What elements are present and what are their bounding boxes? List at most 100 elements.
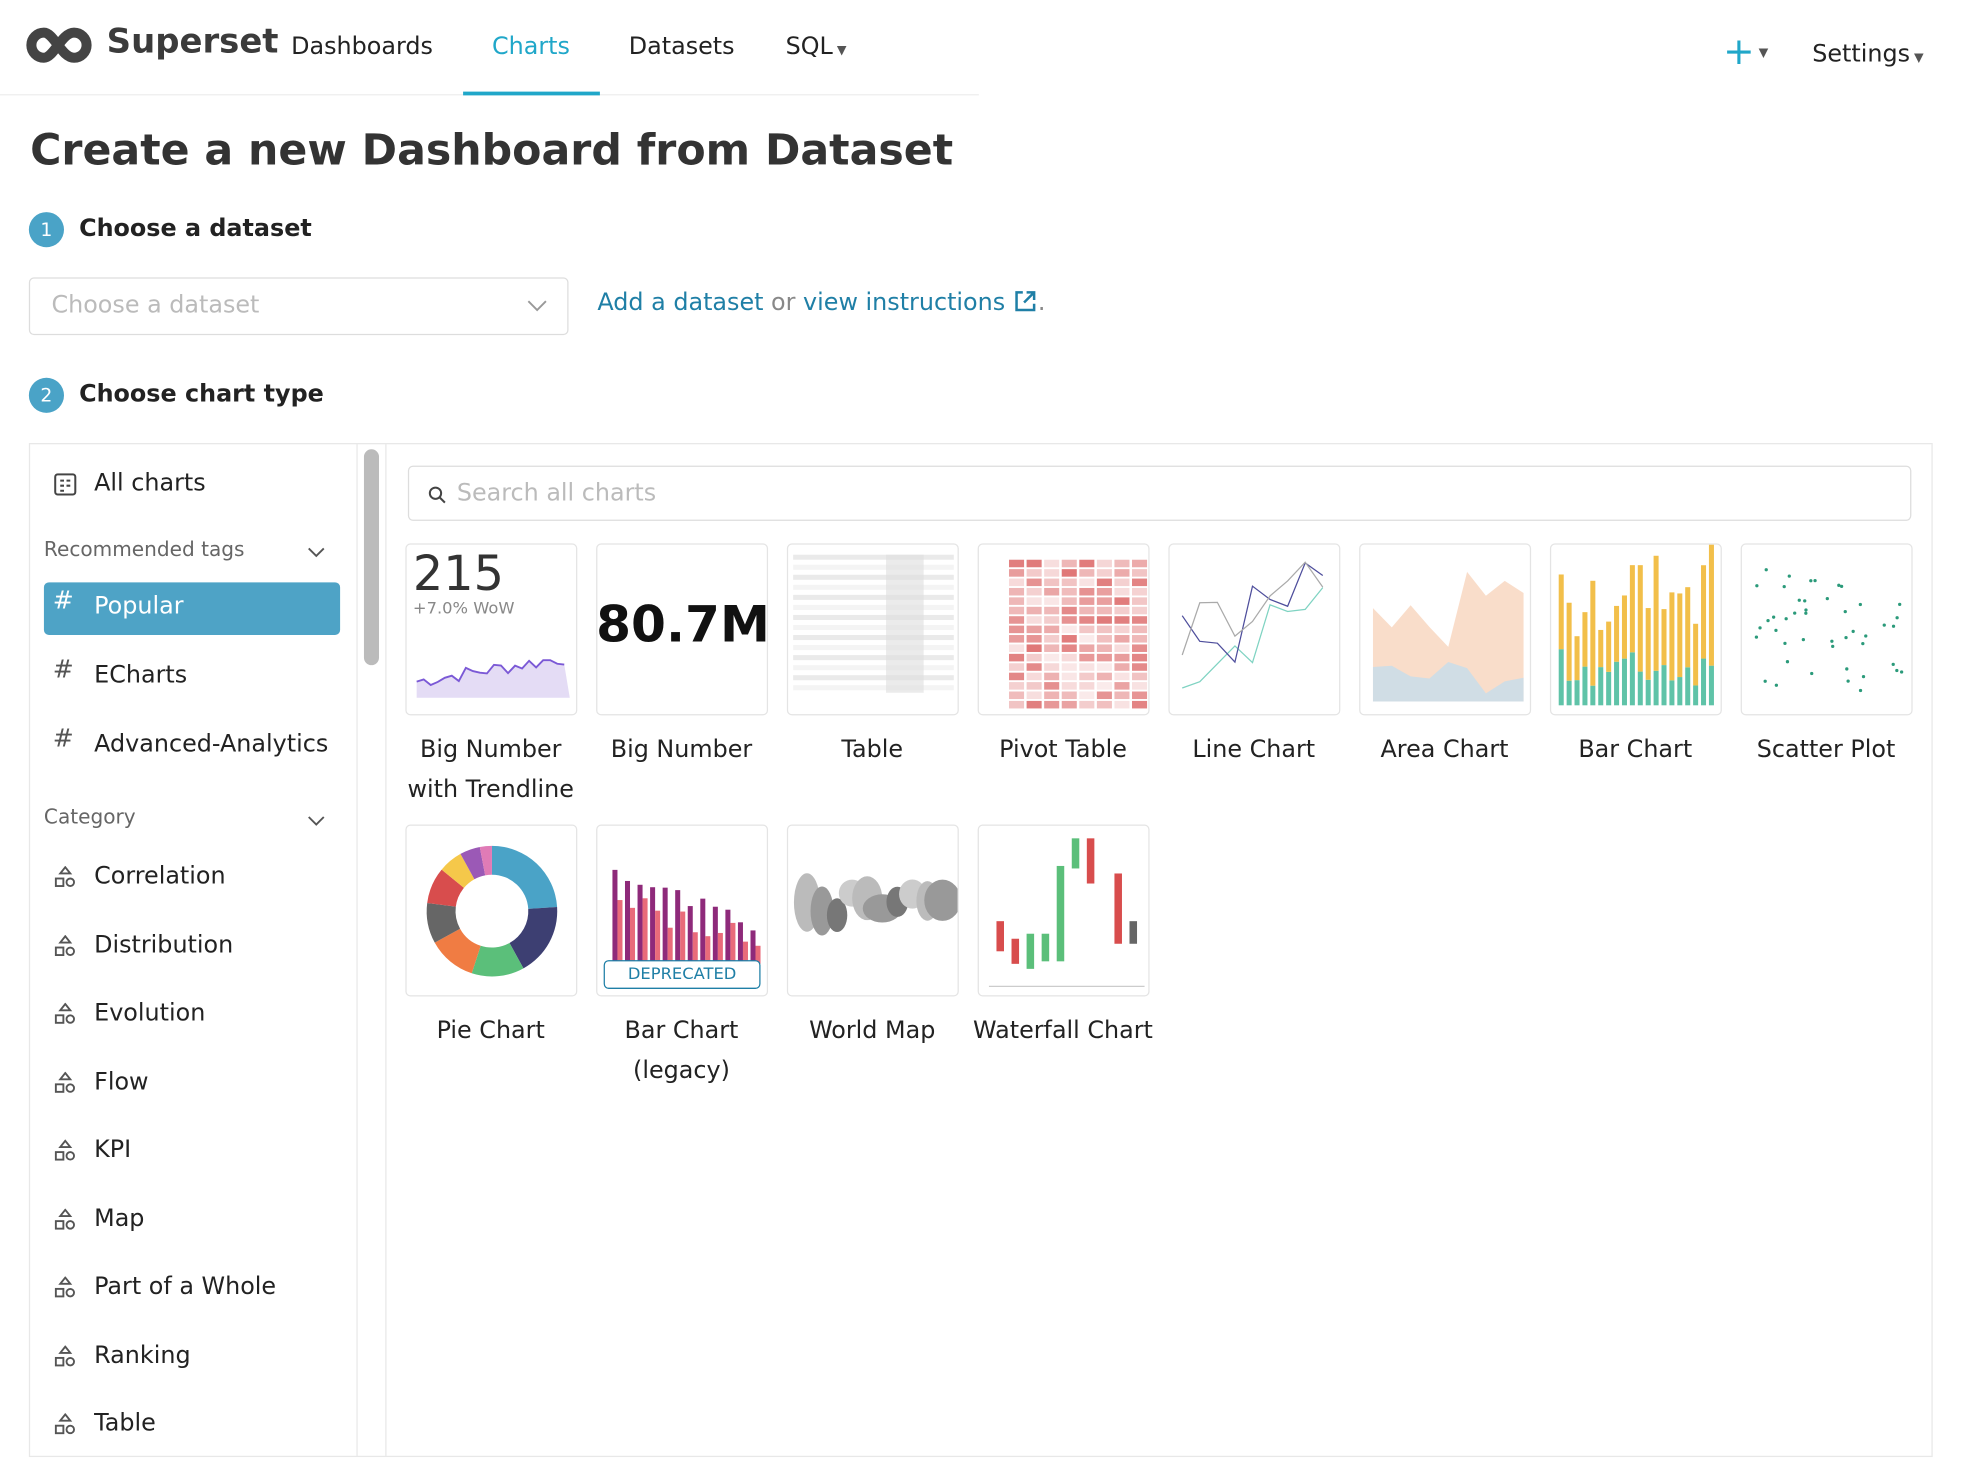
search-icon (428, 486, 446, 504)
category-icon (54, 1207, 77, 1236)
chevron (527, 300, 547, 312)
category[interactable]: Flow (94, 1067, 149, 1095)
chevron (308, 547, 325, 558)
category[interactable]: Correlation (94, 862, 226, 890)
chart-thumbnail[interactable] (1549, 543, 1722, 716)
all-charts[interactable]: All charts (94, 469, 206, 497)
step-number: 2 (28, 377, 65, 413)
scroll-track (356, 443, 387, 1458)
plus[interactable]: + (1723, 30, 1755, 75)
thumbnail-graphic (988, 838, 1145, 988)
dataset-select[interactable]: Choose a dataset (28, 277, 569, 336)
tag-selected-bg[interactable] (43, 582, 341, 636)
tag[interactable]: Advanced-Analytics (94, 730, 329, 759)
chart-name[interactable]: World Map (809, 1016, 936, 1045)
settings-menu[interactable]: Settings ▼ (1812, 40, 1924, 68)
hash-icon: # (52, 653, 74, 684)
thumbnail-graphic (1558, 544, 1714, 706)
chart-name[interactable]: Big Number (610, 735, 753, 764)
page-title: Create a new Dashboard from Dataset (30, 125, 954, 176)
chart-name[interactable]: Bar Chart (1578, 735, 1693, 764)
chart-name[interactable]: Big Number with Trendline (407, 735, 574, 804)
caret: ▼ (832, 43, 847, 58)
nav-item[interactable]: SQL ▼ (785, 32, 847, 61)
category-icon (54, 1070, 77, 1099)
chart-thumbnail[interactable] (1168, 543, 1341, 716)
active-underline (463, 91, 600, 96)
chart-thumbnail[interactable] (977, 824, 1150, 997)
category[interactable]: Table (94, 1409, 156, 1437)
nav-item[interactable]: Charts (491, 32, 570, 61)
tags-header[interactable]: Recommended tags (43, 537, 245, 561)
chart-name[interactable]: Line Chart (1192, 735, 1316, 764)
search-placeholder: Search all charts (456, 479, 657, 508)
tag[interactable]: ECharts (94, 661, 188, 689)
logo (26, 27, 92, 63)
category[interactable]: Ranking (94, 1340, 191, 1369)
category[interactable]: KPI (94, 1135, 132, 1164)
chart-thumbnail[interactable] (1359, 543, 1532, 716)
category-icon (54, 865, 77, 894)
chart-name[interactable]: Scatter Plot (1756, 735, 1896, 764)
category-icon (54, 1139, 77, 1168)
search-box[interactable]: Search all charts (407, 465, 1912, 521)
chevron (308, 816, 325, 826)
chart-thumbnail[interactable] (786, 543, 959, 716)
category[interactable]: Part of a Whole (94, 1272, 277, 1301)
thumbnail-graphic (793, 554, 954, 693)
chart-thumbnail[interactable] (977, 543, 1150, 716)
hash-icon: # (52, 584, 74, 615)
tag[interactable]: Popular (94, 592, 184, 620)
end-text: . (1037, 288, 1046, 317)
step-label: Choose chart type (79, 380, 324, 408)
category[interactable]: Distribution (94, 930, 234, 959)
brand[interactable]: Superset (106, 22, 279, 62)
step-number: 1 (28, 212, 65, 248)
category[interactable]: Evolution (94, 998, 206, 1027)
chart-thumbnail[interactable] (405, 543, 578, 716)
category-header[interactable]: Category (43, 804, 136, 829)
scrollbar[interactable] (363, 449, 380, 666)
chart-name[interactable]: Area Chart (1380, 735, 1509, 764)
settings[interactable]: Settings (1812, 40, 1911, 68)
step-label: Choose a dataset (79, 214, 312, 243)
thumbnail-graphic (1372, 571, 1524, 702)
chart-name[interactable]: Bar Chart (legacy) (624, 1016, 739, 1085)
thumbnail-graphic (612, 869, 761, 964)
chart-thumbnail[interactable] (405, 824, 578, 997)
chart-picker (28, 443, 1933, 1458)
nav-item[interactable]: Dashboards (291, 32, 433, 61)
category-icon (54, 1344, 77, 1373)
category-icon (54, 934, 77, 962)
thumbnail-graphic (1009, 559, 1148, 709)
thumbnail-caption: +7.0% WoW (412, 599, 515, 619)
chart-thumbnail[interactable] (596, 543, 769, 716)
dataset-links: Add a dataset or view instructions . (597, 289, 1045, 317)
category-icon (54, 1412, 77, 1441)
category[interactable]: Map (94, 1204, 145, 1232)
thumbnail-graphic (793, 873, 958, 936)
thumbnail-graphic (416, 659, 570, 698)
chart-name[interactable]: Waterfall Chart (973, 1016, 1153, 1045)
chart-thumbnail[interactable] (1740, 543, 1913, 716)
chart-thumbnail[interactable] (786, 824, 959, 997)
select-placeholder: Choose a dataset (51, 291, 260, 319)
add-button[interactable]: + ▼ (1723, 30, 1769, 75)
chart-name[interactable]: Pie Chart (436, 1016, 545, 1045)
thumbnail-graphic (426, 845, 558, 977)
chart-name[interactable]: Pivot Table (999, 735, 1127, 764)
instructions-link[interactable]: view instructions (803, 288, 1006, 317)
deprecated-badge: DEPRECATED (603, 960, 761, 989)
thumbnail-number: 215 (412, 545, 504, 602)
thumbnail-graphic (1181, 561, 1324, 689)
category-icon (54, 1002, 77, 1031)
thumbnail-graphic (1754, 568, 1904, 693)
nav-item[interactable]: Datasets (628, 32, 735, 61)
category-icon (54, 1276, 77, 1304)
thumbnail-number: 80.7M (596, 596, 770, 654)
hash-icon: # (52, 722, 74, 753)
add-dataset-link[interactable]: Add a dataset (597, 288, 764, 317)
external-icon (1015, 291, 1036, 312)
chart-name[interactable]: Table (841, 735, 904, 764)
